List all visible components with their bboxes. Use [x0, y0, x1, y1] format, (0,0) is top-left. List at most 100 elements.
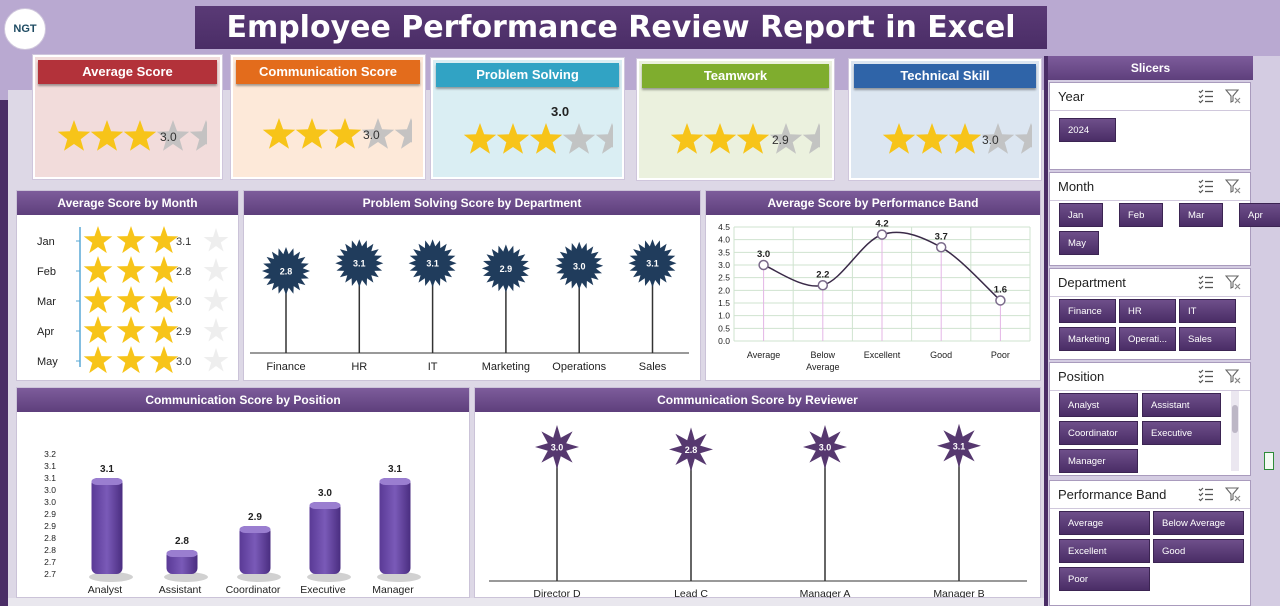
- starburst-marker: [628, 239, 677, 288]
- star-filled-icon: [496, 123, 530, 154]
- slicer-item[interactable]: Finance: [1059, 299, 1116, 323]
- data-label: 2.9: [500, 264, 513, 274]
- slicer-item[interactable]: Excellent: [1059, 539, 1150, 563]
- slicer-item[interactable]: Coordinator: [1059, 421, 1138, 445]
- kpi-label: Communication Score: [236, 60, 420, 84]
- tick-label: 3.2: [44, 449, 56, 459]
- tick-label: Good: [930, 350, 952, 360]
- data-label: 3.0: [819, 443, 832, 453]
- star-empty-icon: [981, 123, 1015, 154]
- tick-label: Assistant: [159, 584, 202, 596]
- slicer-item[interactable]: IT: [1179, 299, 1236, 323]
- tick-label: May: [37, 356, 58, 368]
- multi-select-icon[interactable]: [1198, 368, 1214, 384]
- star-filled-icon: [83, 286, 113, 314]
- slicer-divider: [1050, 508, 1250, 509]
- star-filled-icon: [116, 286, 146, 314]
- data-label: 2.2: [816, 269, 829, 280]
- multi-select-icon[interactable]: [1198, 88, 1214, 104]
- star-filled-icon: [116, 256, 146, 284]
- slicer-item[interactable]: 2024: [1059, 118, 1116, 142]
- star-filled-icon: [149, 316, 179, 344]
- clear-filter-icon[interactable]: [1224, 486, 1241, 502]
- tick-label: Marketing: [482, 361, 530, 373]
- slicer-item[interactable]: Executive: [1142, 421, 1221, 445]
- slicer-item[interactable]: Mar: [1179, 203, 1223, 227]
- star-marker: [535, 425, 579, 469]
- bar-top: [91, 478, 123, 485]
- slicer-item[interactable]: Marketing: [1059, 327, 1116, 351]
- kpi-stars: [262, 118, 412, 149]
- starburst-marker: [335, 239, 384, 288]
- multi-select-icon[interactable]: [1198, 178, 1214, 194]
- scrollbar-thumb[interactable]: [1232, 405, 1238, 433]
- data-point: [758, 259, 769, 271]
- slicer-item[interactable]: Average: [1059, 511, 1150, 535]
- slicer-item[interactable]: Jan: [1059, 203, 1103, 227]
- tick-label: Excellent: [864, 350, 901, 360]
- slicer-position: Position Analyst Assistant Coordinator Execu…: [1049, 362, 1251, 476]
- slicer-item[interactable]: Sales: [1179, 327, 1236, 351]
- star-empty-icon: [802, 123, 820, 154]
- multi-select-icon[interactable]: [1198, 274, 1214, 290]
- tick-label: 4.0: [718, 235, 730, 245]
- clear-filter-icon[interactable]: [1224, 88, 1241, 104]
- chart-communication-by-position: Communication Score by Position 2.7 2.7 2.…: [16, 387, 470, 598]
- tick-label: 2.8: [44, 533, 56, 543]
- multi-select-icon[interactable]: [1198, 486, 1214, 502]
- star-filled-icon: [149, 286, 179, 314]
- kpi-value: 3.0: [363, 128, 380, 142]
- data-label: 2.9: [248, 512, 262, 523]
- slicer-department: Department Finance HR IT Marketing Operati...…: [1049, 268, 1251, 360]
- slicer-title: Performance Band: [1058, 487, 1167, 502]
- clear-filter-icon[interactable]: [1224, 178, 1241, 194]
- star-filled-icon: [463, 123, 497, 154]
- data-label: 2.8: [280, 267, 293, 277]
- star-marker: [803, 425, 847, 469]
- bar: [91, 478, 123, 574]
- data-label: 4.2: [875, 219, 888, 230]
- reviewer-star-chart: 3.0 Director D 2.8 Lead C 3.0 Manager A 3.1 Man…: [489, 423, 1027, 598]
- data-label: 3.1: [100, 464, 114, 475]
- slicer-item[interactable]: May: [1059, 231, 1099, 255]
- slicer-item[interactable]: Manager: [1059, 449, 1138, 473]
- star-empty-icon: [156, 120, 190, 151]
- chart-average-score-by-month: Average Score by Month Jan 3.1 Feb 2.8 Mar 3.…: [16, 190, 239, 381]
- slicer-item[interactable]: Good: [1153, 539, 1244, 563]
- data-label: 3.0: [551, 443, 564, 453]
- slicer-performance-band: Performance Band Average Below Average Exce…: [1049, 480, 1251, 606]
- tick-label: 1.5: [718, 298, 730, 308]
- tick-label: 4.5: [718, 222, 730, 232]
- slicer-scrollbar[interactable]: [1231, 391, 1239, 471]
- slicer-item[interactable]: HR: [1119, 299, 1176, 323]
- clear-filter-icon[interactable]: [1224, 368, 1241, 384]
- starburst-marker: [481, 244, 530, 293]
- star-empty-icon: [562, 123, 596, 154]
- star-filled-icon: [83, 316, 113, 344]
- data-point: [935, 242, 947, 253]
- tick-label: Feb: [37, 266, 56, 278]
- tick-label: 3.5: [718, 247, 730, 257]
- slicer-item[interactable]: Below Average: [1153, 511, 1244, 535]
- slicer-divider: [1050, 200, 1250, 201]
- star-empty-icon: [203, 318, 229, 342]
- chart-average-score-by-band: Average Score by Performance Band 0.0 0.5…: [705, 190, 1041, 381]
- tick-label: 0.5: [718, 323, 730, 333]
- bar-top: [379, 478, 411, 485]
- star-empty-icon: [769, 123, 803, 154]
- slicers-panel: Slicers Year 2024 Month Jan Feb Mar Apr May Depa…: [1048, 56, 1280, 606]
- slicer-item[interactable]: Poor: [1059, 567, 1150, 591]
- slicer-divider: [1044, 56, 1048, 606]
- star-filled-icon: [915, 123, 949, 154]
- slicer-item[interactable]: Analyst: [1059, 393, 1138, 417]
- chart-title: Communication Score by Reviewer: [475, 388, 1040, 412]
- slicer-item[interactable]: Operati...: [1119, 327, 1176, 351]
- slicer-item[interactable]: Assistant: [1142, 393, 1221, 417]
- slicer-item[interactable]: Apr: [1239, 203, 1280, 227]
- slicer-item[interactable]: Feb: [1119, 203, 1163, 227]
- chart-problem-solving-by-department: Problem Solving Score by Department 2.8 F…: [243, 190, 701, 381]
- tick-label: 2.8: [44, 545, 56, 555]
- star-empty-icon: [203, 258, 229, 282]
- clear-filter-icon[interactable]: [1224, 274, 1241, 290]
